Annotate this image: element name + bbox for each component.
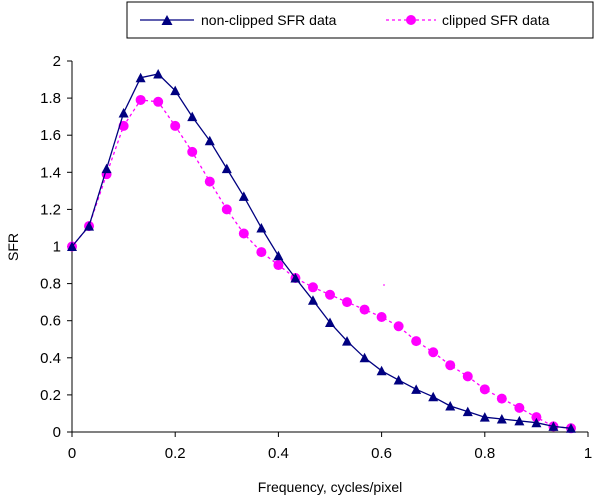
y-tick-label: 1.6 bbox=[40, 127, 61, 144]
y-axis-title: SFR bbox=[5, 233, 21, 261]
legend-marker-clipped bbox=[406, 15, 416, 25]
y-tick-label: 0 bbox=[53, 424, 61, 441]
y-tick-label: 0.6 bbox=[40, 313, 61, 330]
data-point-clipped bbox=[238, 228, 249, 239]
data-point-clipped bbox=[445, 360, 456, 371]
legend: non-clipped SFR data clipped SFR data bbox=[126, 1, 594, 39]
x-ticks: 0 0.2 0.4 0.6 0.8 1 bbox=[68, 432, 592, 462]
data-point-clipped bbox=[462, 371, 473, 382]
data-point-clipped bbox=[153, 96, 164, 107]
y-tick-label: 1.8 bbox=[40, 90, 61, 107]
data-point-clipped bbox=[325, 289, 335, 300]
data-point-non-clipped bbox=[445, 401, 456, 411]
data-point-non-clipped bbox=[428, 391, 439, 402]
data-point-non-clipped bbox=[170, 85, 181, 96]
legend-label-non-clipped: non-clipped SFR data bbox=[201, 12, 337, 28]
data-point-clipped bbox=[256, 247, 267, 258]
data-point-clipped bbox=[273, 260, 284, 271]
data-point-clipped bbox=[135, 94, 146, 105]
y-tick-label: 0.2 bbox=[40, 387, 61, 404]
data-point-non-clipped bbox=[187, 111, 198, 122]
data-point-clipped bbox=[118, 120, 129, 131]
data-point-non-clipped bbox=[393, 375, 404, 385]
data-point-clipped bbox=[479, 384, 490, 395]
data-point-non-clipped bbox=[221, 163, 232, 174]
x-tick-label: 0.4 bbox=[268, 445, 289, 462]
data-point-non-clipped bbox=[307, 295, 318, 305]
x-tick-label: 0 bbox=[68, 445, 76, 462]
data-point-non-clipped bbox=[204, 135, 215, 146]
x-tick-label: 1 bbox=[584, 445, 592, 462]
x-tick-label: 0.8 bbox=[474, 445, 495, 462]
y-tick-label: 0.4 bbox=[40, 350, 61, 367]
data-point-non-clipped bbox=[565, 423, 576, 433]
legend-marker-non-clipped bbox=[161, 15, 173, 25]
data-point-non-clipped bbox=[359, 352, 370, 363]
data-point-clipped bbox=[393, 321, 404, 332]
series-layer bbox=[67, 68, 576, 434]
data-point-non-clipped bbox=[376, 365, 387, 376]
series-non-clipped bbox=[67, 68, 576, 433]
y-tick-label: 1.4 bbox=[40, 164, 61, 181]
y-ticks: 0 0.2 0.4 0.6 0.8 1 1.2 1.4 1.6 1.8 2 bbox=[40, 53, 72, 441]
data-point-non-clipped bbox=[135, 72, 146, 83]
data-point-clipped bbox=[221, 204, 232, 215]
data-point-non-clipped bbox=[514, 415, 525, 426]
data-point-non-clipped bbox=[496, 414, 507, 424]
y-tick-label: 2 bbox=[53, 53, 61, 70]
data-point-non-clipped bbox=[531, 417, 542, 428]
x-tick-label: 0.2 bbox=[165, 445, 186, 462]
data-point-non-clipped bbox=[548, 421, 559, 431]
data-point-clipped bbox=[428, 347, 439, 358]
data-point-non-clipped bbox=[342, 336, 353, 346]
data-point-non-clipped bbox=[118, 107, 129, 118]
data-point-clipped bbox=[204, 176, 215, 187]
data-point-non-clipped bbox=[238, 191, 249, 201]
data-point-non-clipped bbox=[84, 221, 95, 231]
data-point-non-clipped bbox=[411, 384, 422, 394]
x-axis-title: Frequency, cycles/pixel bbox=[258, 479, 402, 495]
data-point-non-clipped bbox=[479, 412, 490, 422]
data-point-clipped bbox=[376, 311, 387, 322]
data-point-clipped bbox=[359, 304, 370, 315]
data-point-non-clipped bbox=[273, 250, 284, 261]
data-point-non-clipped bbox=[290, 273, 301, 283]
legend-box bbox=[126, 1, 594, 39]
y-tick-label: 0.8 bbox=[40, 276, 61, 293]
data-point-clipped bbox=[531, 412, 542, 423]
data-point-clipped bbox=[496, 393, 507, 404]
data-point-non-clipped bbox=[462, 406, 473, 417]
y-tick-label: 1 bbox=[53, 239, 61, 256]
data-point-clipped bbox=[307, 282, 318, 293]
legend-label-clipped: clipped SFR data bbox=[442, 12, 550, 28]
data-point-non-clipped bbox=[67, 241, 77, 251]
data-point-non-clipped bbox=[325, 317, 335, 328]
data-point-clipped bbox=[170, 120, 181, 131]
data-point-non-clipped bbox=[256, 222, 267, 233]
data-point-non-clipped bbox=[153, 68, 164, 79]
data-point-clipped bbox=[411, 336, 422, 347]
data-point-non-clipped bbox=[101, 163, 112, 174]
data-point-clipped bbox=[187, 146, 198, 157]
x-tick-label: 0.6 bbox=[371, 445, 392, 462]
y-tick-label: 1.2 bbox=[40, 201, 61, 218]
data-point-clipped bbox=[342, 297, 353, 308]
data-point-clipped bbox=[514, 402, 525, 413]
